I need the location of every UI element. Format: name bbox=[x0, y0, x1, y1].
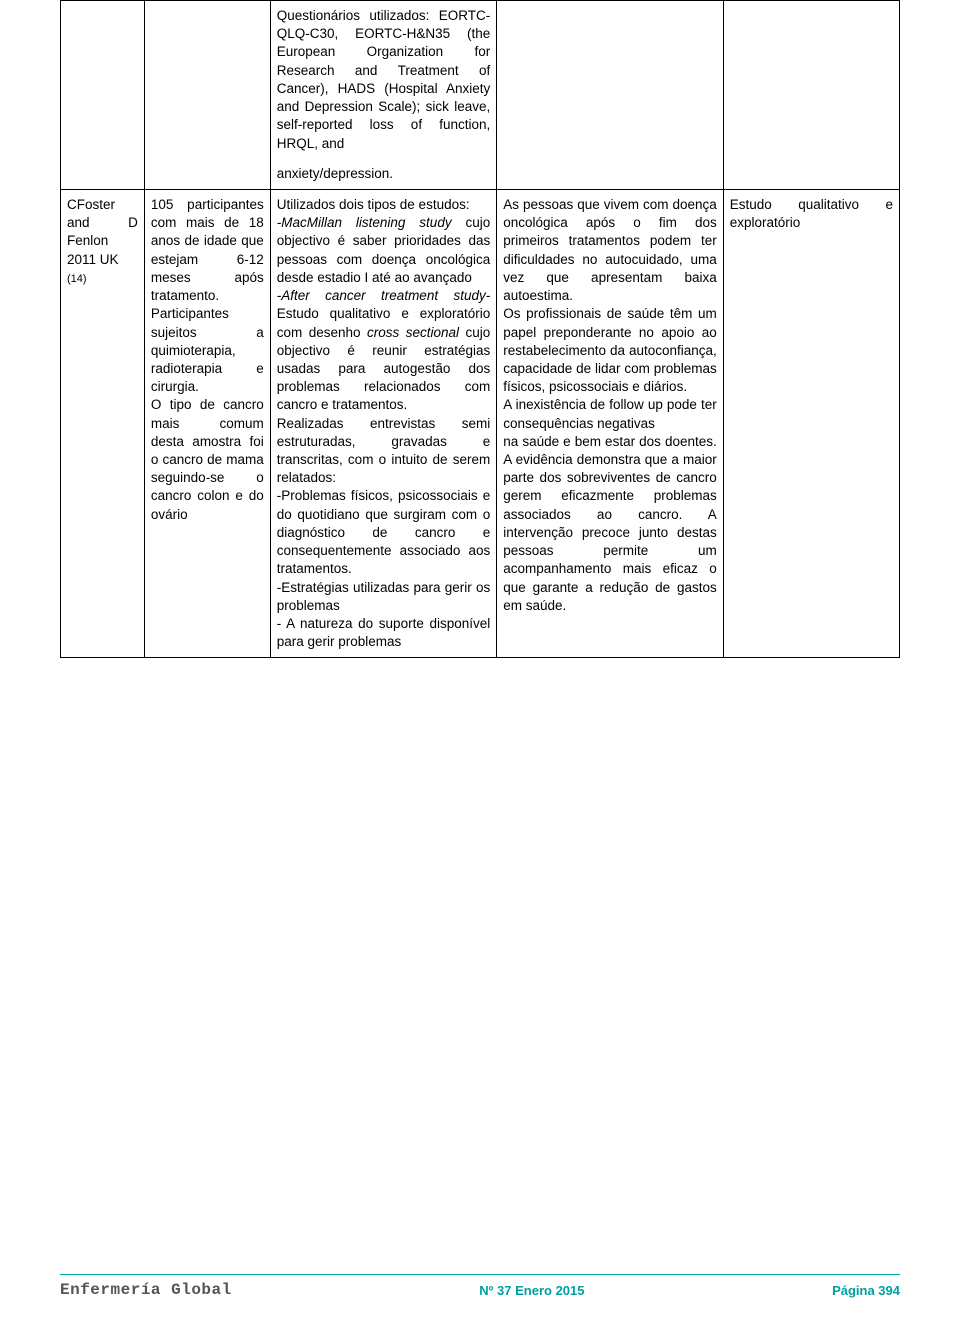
footer-divider bbox=[60, 1274, 900, 1275]
document-page: Questionários utilizados: EORTC-QLQ-C30,… bbox=[0, 0, 960, 1319]
table-row: Questionários utilizados: EORTC-QLQ-C30,… bbox=[61, 1, 900, 190]
results-text: As pessoas que vivem com doença oncológi… bbox=[503, 196, 717, 615]
cell-r1-c1 bbox=[61, 1, 145, 190]
strategies-text: -Estratégias utilizadas para gerir os pr… bbox=[277, 579, 491, 615]
questionnaires-text: Questionários utilizados: EORTC-QLQ-C30,… bbox=[277, 7, 491, 153]
interviews-text: Realizadas entrevistas semi estruturadas… bbox=[277, 415, 491, 488]
problems-text: -Problemas físicos, psicossociais e do q… bbox=[277, 487, 491, 578]
cell-r1-c5 bbox=[723, 1, 899, 190]
cell-r1-c4 bbox=[497, 1, 724, 190]
participants-text: 105 participantes com mais de 18 anos de… bbox=[151, 196, 264, 524]
methods-intro: Utilizados dois tipos de estudos: bbox=[277, 196, 491, 214]
anxiety-text: anxiety/depression. bbox=[277, 165, 491, 183]
cell-r1-c2 bbox=[144, 1, 270, 190]
cell-r2-c2: 105 participantes com mais de 18 anos de… bbox=[144, 189, 270, 657]
journal-name: Enfermería Global bbox=[60, 1281, 232, 1299]
methods-study1: -MacMillan listening study cujo objectiv… bbox=[277, 214, 491, 287]
cell-r2-c4: As pessoas que vivem com doença oncológi… bbox=[497, 189, 724, 657]
after-cancer-label: -After cancer treatment study- bbox=[277, 288, 491, 303]
page-footer: Enfermería Global Nº 37 Enero 2015 Págin… bbox=[60, 1244, 900, 1299]
footer-row: Enfermería Global Nº 37 Enero 2015 Págin… bbox=[60, 1281, 900, 1299]
cross-sectional-label: cross sectional bbox=[367, 325, 459, 340]
study-citation: CFoster and D Fenlon 2011 UK bbox=[67, 197, 138, 267]
methods-study2: -After cancer treatment study- Estudo qu… bbox=[277, 287, 491, 415]
cell-r2-c1: CFoster and D Fenlon 2011 UK (14) bbox=[61, 189, 145, 657]
support-text: - A natureza do suporte disponível para … bbox=[277, 615, 491, 651]
cell-r2-c3: Utilizados dois tipos de estudos: -MacMi… bbox=[270, 189, 497, 657]
macmillan-label: -MacMillan listening study bbox=[277, 215, 452, 230]
page-number: Página 394 bbox=[832, 1283, 900, 1298]
cell-r2-c5: Estudo qualitativo e exploratório bbox=[723, 189, 899, 657]
citation-ref: (14) bbox=[67, 273, 87, 285]
research-table: Questionários utilizados: EORTC-QLQ-C30,… bbox=[60, 0, 900, 658]
table-row: CFoster and D Fenlon 2011 UK (14) 105 pa… bbox=[61, 189, 900, 657]
study-type-text: Estudo qualitativo e exploratório bbox=[730, 196, 893, 232]
cell-r1-c3: Questionários utilizados: EORTC-QLQ-C30,… bbox=[270, 1, 497, 190]
issue-date: Nº 37 Enero 2015 bbox=[479, 1283, 584, 1298]
